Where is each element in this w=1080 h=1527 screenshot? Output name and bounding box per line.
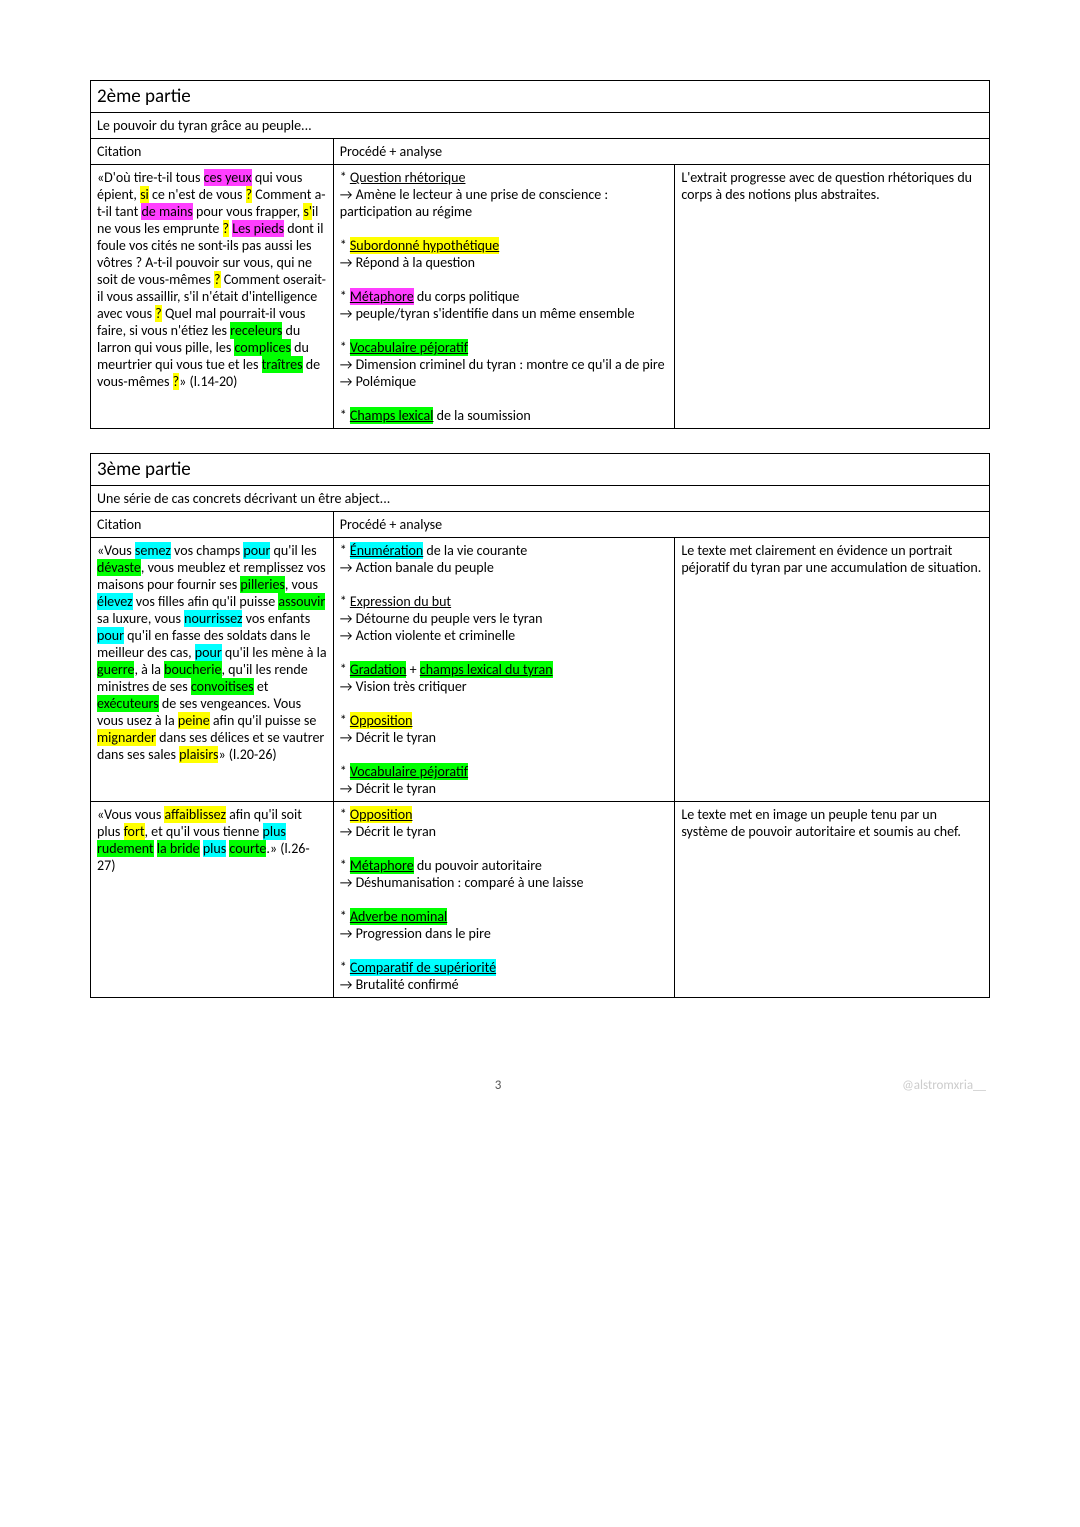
- part3-header-procedure: Procédé + analyse: [333, 512, 989, 538]
- part2-row1-citation: «D'où tire-t-il tous ces yeux qui vous é…: [91, 165, 334, 429]
- part2-title: 2ème partie: [91, 81, 990, 113]
- part2-row1: «D'où tire-t-il tous ces yeux qui vous é…: [91, 165, 990, 429]
- page-footer: 3 @alstromxria__: [90, 1078, 990, 1093]
- part3-header-citation: Citation: [91, 512, 334, 538]
- part3-title: 3ème partie: [91, 454, 990, 486]
- part2-subtitle: Le pouvoir du tyran grâce au peuple...: [91, 113, 990, 139]
- part2-row1-procedure: * Question rhétorique Amène le lecteur à…: [333, 165, 675, 429]
- part3-row1-analysis: Le texte met clairement en évidence un p…: [675, 538, 990, 802]
- part2-header-citation: Citation: [91, 139, 334, 165]
- part3-row1-procedure: * Énumération de la vie courante Action …: [333, 538, 675, 802]
- page-number: 3: [94, 1078, 902, 1093]
- part2-table: 2ème partie Le pouvoir du tyran grâce au…: [90, 80, 990, 429]
- part3-row1-citation: «Vous semez vos champs pour qu'il les dé…: [91, 538, 334, 802]
- part3-row1: «Vous semez vos champs pour qu'il les dé…: [91, 538, 990, 802]
- part3-row2: «Vous vous affaiblissez afin qu'il soit …: [91, 802, 990, 998]
- part3-subtitle: Une série de cas concrets décrivant un ê…: [91, 486, 990, 512]
- part2-row1-analysis: L'extrait progresse avec de question rhé…: [675, 165, 990, 429]
- part3-table: 3ème partie Une série de cas concrets dé…: [90, 453, 990, 998]
- part3-row2-procedure: * Opposition Décrit le tyran * Métaphore…: [333, 802, 675, 998]
- part3-row2-analysis: Le texte met en image un peuple tenu par…: [675, 802, 990, 998]
- footer-tag: @alstromxria__: [902, 1078, 986, 1093]
- part2-header-procedure: Procédé + analyse: [333, 139, 989, 165]
- part3-row2-citation: «Vous vous affaiblissez afin qu'il soit …: [91, 802, 334, 998]
